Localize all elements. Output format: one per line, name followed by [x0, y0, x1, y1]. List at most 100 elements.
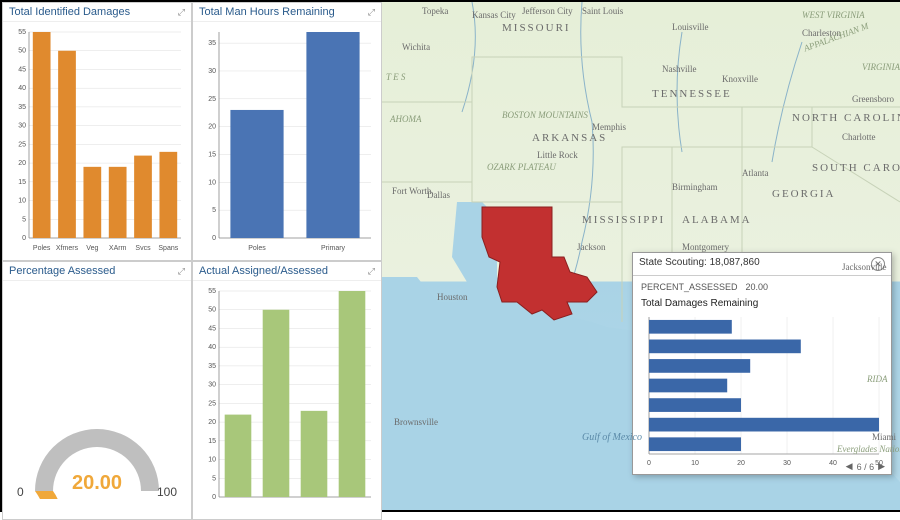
panel-assessed: Percentage Assessed ⤢ 20.00 0 100 — [2, 261, 192, 520]
panel-manhours: Total Man Hours Remaining ⤢ 051015202530… — [192, 2, 382, 261]
svg-text:0: 0 — [212, 235, 216, 242]
map-label: ALABAMA — [682, 214, 752, 226]
svg-text:Poles: Poles — [248, 245, 266, 252]
svg-text:30: 30 — [208, 382, 216, 389]
popup-chart-title: Total Damages Remaining — [641, 298, 883, 309]
map-label: OZARK PLATEAU — [487, 162, 556, 172]
panel-body: 05101520253035PolesPrimary — [193, 22, 381, 260]
svg-text:0: 0 — [22, 235, 26, 242]
map-label: Jackson — [577, 242, 606, 252]
map-label: MISSISSIPPI — [582, 214, 665, 226]
map-label: MISSOURI — [502, 22, 571, 34]
map-popup: State Scouting: 18,087,860 ✕ PERCENT_ASS… — [632, 252, 892, 475]
popup-field-value: 20.00 — [746, 282, 769, 292]
panel-header: Actual Assigned/Assessed ⤢ — [193, 262, 381, 281]
panel-body: 0510152025303540455055PolesXfmersVegXArm… — [3, 22, 191, 260]
left-panel-column: Total Identified Damages ⤢ 0 5 10 15 20 25 30 3… — [2, 2, 382, 510]
svg-text:10: 10 — [208, 457, 216, 464]
map-label: Little Rock — [537, 150, 578, 160]
map-label: Atlanta — [742, 168, 769, 178]
gauge-scale: 0 100 — [17, 485, 177, 499]
svg-text:Xfmers: Xfmers — [56, 245, 79, 252]
svg-text:50: 50 — [18, 48, 26, 55]
gauge: 20.00 0 100 — [17, 409, 177, 499]
popup-field: PERCENT_ASSESSED 20.00 — [641, 282, 883, 292]
map-label: TENNESSEE — [652, 88, 732, 100]
damages-bar-chart: 0510152025303540455055PolesXfmersVegXArm… — [7, 26, 187, 256]
svg-text:0: 0 — [212, 494, 216, 501]
svg-text:35: 35 — [18, 104, 26, 111]
svg-text:10: 10 — [208, 179, 216, 186]
svg-text:5: 5 — [212, 475, 216, 482]
map-label: ARKANSAS — [532, 132, 607, 144]
prev-icon[interactable]: ◀ — [846, 461, 853, 472]
panel-title: Total Identified Damages — [9, 6, 130, 18]
svg-text:Poles: Poles — [33, 245, 51, 252]
map-label: Birmingham — [672, 182, 718, 192]
svg-text:Svcs: Svcs — [135, 245, 151, 252]
svg-text:40: 40 — [208, 344, 216, 351]
panel-body: 20.00 0 100 — [3, 281, 191, 519]
svg-text:10: 10 — [18, 198, 26, 205]
next-icon[interactable]: ▶ — [878, 461, 885, 472]
svg-text:10: 10 — [691, 460, 699, 467]
map-label: NORTH CAROLINA — [792, 112, 900, 124]
map-label: Gulf of Mexico — [582, 432, 642, 443]
expand-icon[interactable]: ⤢ — [178, 7, 185, 18]
gauge-max: 100 — [157, 485, 177, 499]
map-label: Everglades National Park — [837, 444, 900, 454]
map-label: Knoxville — [722, 74, 758, 84]
bottom-row: Percentage Assessed ⤢ 20.00 0 100 Actual… — [2, 261, 382, 520]
map-label: Charlotte — [842, 132, 876, 142]
panel-damages: Total Identified Damages ⤢ 0510152025303… — [2, 2, 192, 261]
map-label: GEORGIA — [772, 188, 836, 200]
svg-text:15: 15 — [18, 179, 26, 186]
svg-text:15: 15 — [208, 438, 216, 445]
map-label: Miami — [872, 432, 896, 442]
paging-text: 6 / 6 — [857, 462, 875, 472]
map-label: Fort Worth — [392, 186, 431, 196]
map-label: Houston — [437, 292, 468, 302]
expand-icon[interactable]: ⤢ — [368, 7, 375, 18]
map-label: Louisville — [672, 22, 709, 32]
svg-text:Veg: Veg — [86, 245, 98, 252]
svg-text:45: 45 — [18, 66, 26, 73]
svg-text:20: 20 — [18, 160, 26, 167]
map-label: RIDA — [867, 374, 888, 384]
svg-text:35: 35 — [208, 40, 216, 47]
svg-text:25: 25 — [208, 400, 216, 407]
expand-icon[interactable]: ⤢ — [178, 266, 185, 277]
svg-text:40: 40 — [18, 85, 26, 92]
svg-text:20: 20 — [737, 460, 745, 467]
map-label: Topeka — [422, 6, 448, 16]
panel-header: Total Man Hours Remaining ⤢ — [193, 3, 381, 22]
svg-text:15: 15 — [208, 151, 216, 158]
svg-text:20: 20 — [208, 124, 216, 131]
map-label: Jefferson City — [522, 6, 573, 16]
panel-title: Actual Assigned/Assessed — [199, 265, 328, 277]
panel-actual: Actual Assigned/Assessed ⤢ 0 5 10 15 20 25 30 3… — [192, 261, 382, 520]
svg-text:25: 25 — [208, 96, 216, 103]
map-label: T E S — [386, 72, 405, 82]
map-label: VIRGINIA — [862, 62, 900, 72]
map[interactable]: State Scouting: 18,087,860 ✕ PERCENT_ASS… — [382, 2, 900, 510]
svg-text:20: 20 — [208, 419, 216, 426]
popup-title: State Scouting: 18,087,860 — [639, 257, 760, 271]
map-label: Montgomery — [682, 242, 729, 252]
svg-text:5: 5 — [22, 216, 26, 223]
expand-icon[interactable]: ⤢ — [368, 266, 375, 277]
svg-text:Primary: Primary — [321, 245, 346, 252]
map-label: SOUTH CAROLINA — [812, 162, 900, 174]
popup-paging[interactable]: ◀ 6 / 6 ▶ — [846, 461, 885, 472]
panel-body: 0510152025303540455055 — [193, 281, 381, 519]
map-label: Wichita — [402, 42, 430, 52]
map-label: Dallas — [427, 190, 450, 200]
svg-text:35: 35 — [208, 363, 216, 370]
popup-field-label: PERCENT_ASSESSED — [641, 282, 738, 292]
svg-text:5: 5 — [212, 207, 216, 214]
svg-text:Spans: Spans — [158, 245, 178, 252]
actual-bar-chart: 0510152025303540455055 — [197, 285, 377, 515]
svg-text:30: 30 — [18, 123, 26, 130]
map-label: Saint Louis — [582, 6, 623, 16]
manhours-bar-chart: 05101520253035PolesPrimary — [197, 26, 377, 256]
